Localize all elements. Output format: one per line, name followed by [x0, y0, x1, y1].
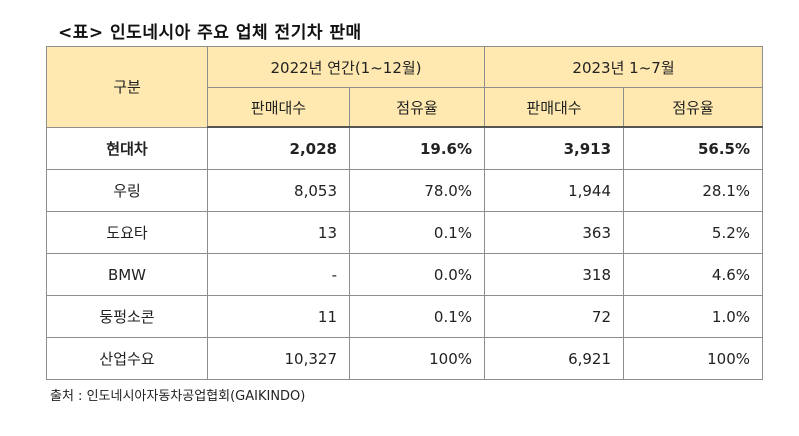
- table-row: 우링 8,053 78.0% 1,944 28.1%: [46, 169, 764, 212]
- cell-share-2022: 78.0%: [348, 169, 486, 212]
- table-row: 도요타 13 0.1% 363 5.2%: [46, 211, 764, 254]
- cell-units-2023: 3,913: [484, 126, 625, 170]
- table-row: BMW - 0.0% 318 4.6%: [46, 253, 764, 296]
- cell-units-2022: 10,327: [207, 337, 350, 380]
- cell-units-2023: 72: [484, 295, 625, 338]
- source-note: 출처 : 인도네시아자동차공업협회(GAIKINDO): [50, 389, 306, 404]
- header-period-2023: 2023년 1~7월: [484, 46, 764, 88]
- table-row: 둥펑소콘 11 0.1% 72 1.0%: [46, 295, 764, 338]
- cell-share-2023: 28.1%: [623, 169, 764, 212]
- header-units-2022: 판매대수: [207, 87, 350, 128]
- cell-share-2023: 56.5%: [623, 126, 764, 170]
- table-title: <표> 인도네시아 주요 업체 전기차 판매: [58, 23, 362, 43]
- cell-share-2022: 0.0%: [348, 253, 486, 296]
- cell-units-2022: 11: [207, 295, 350, 338]
- cell-units-2022: 13: [207, 211, 350, 254]
- cell-units-2023: 1,944: [484, 169, 625, 212]
- cell-units-2023: 363: [484, 211, 625, 254]
- cell-units-2023: 318: [484, 253, 625, 296]
- cell-share-2023: 5.2%: [623, 211, 764, 254]
- cell-units-2023: 6,921: [484, 337, 625, 380]
- table-row: 현대차 2,028 19.6% 3,913 56.5%: [46, 126, 764, 170]
- cell-share-2023: 1.0%: [623, 295, 764, 338]
- cell-units-2022: 2,028: [207, 126, 350, 170]
- cell-share-2023: 4.6%: [623, 253, 764, 296]
- row-label: 도요타: [46, 211, 208, 254]
- cell-share-2022: 100%: [348, 337, 486, 380]
- cell-units-2022: -: [207, 253, 350, 296]
- cell-share-2022: 19.6%: [348, 126, 486, 170]
- cell-units-2022: 8,053: [207, 169, 350, 212]
- row-label: 현대차: [46, 126, 208, 170]
- table-row: 산업수요 10,327 100% 6,921 100%: [46, 337, 764, 380]
- cell-share-2022: 0.1%: [348, 295, 486, 338]
- header-share-2023: 점유율: [623, 87, 764, 128]
- ev-sales-table: 구분 2022년 연간(1~12월) 2023년 1~7월 판매대수 점유율 판…: [46, 46, 764, 380]
- header-share-2022: 점유율: [348, 87, 486, 128]
- header-period-2022: 2022년 연간(1~12월): [206, 46, 486, 88]
- header-units-2023: 판매대수: [484, 87, 625, 128]
- row-label: BMW: [46, 253, 208, 296]
- row-label: 둥펑소콘: [46, 295, 208, 338]
- cell-share-2022: 0.1%: [348, 211, 486, 254]
- row-label: 우링: [46, 169, 208, 212]
- header-category: 구분: [46, 46, 208, 128]
- cell-share-2023: 100%: [623, 337, 764, 380]
- row-label: 산업수요: [46, 337, 208, 380]
